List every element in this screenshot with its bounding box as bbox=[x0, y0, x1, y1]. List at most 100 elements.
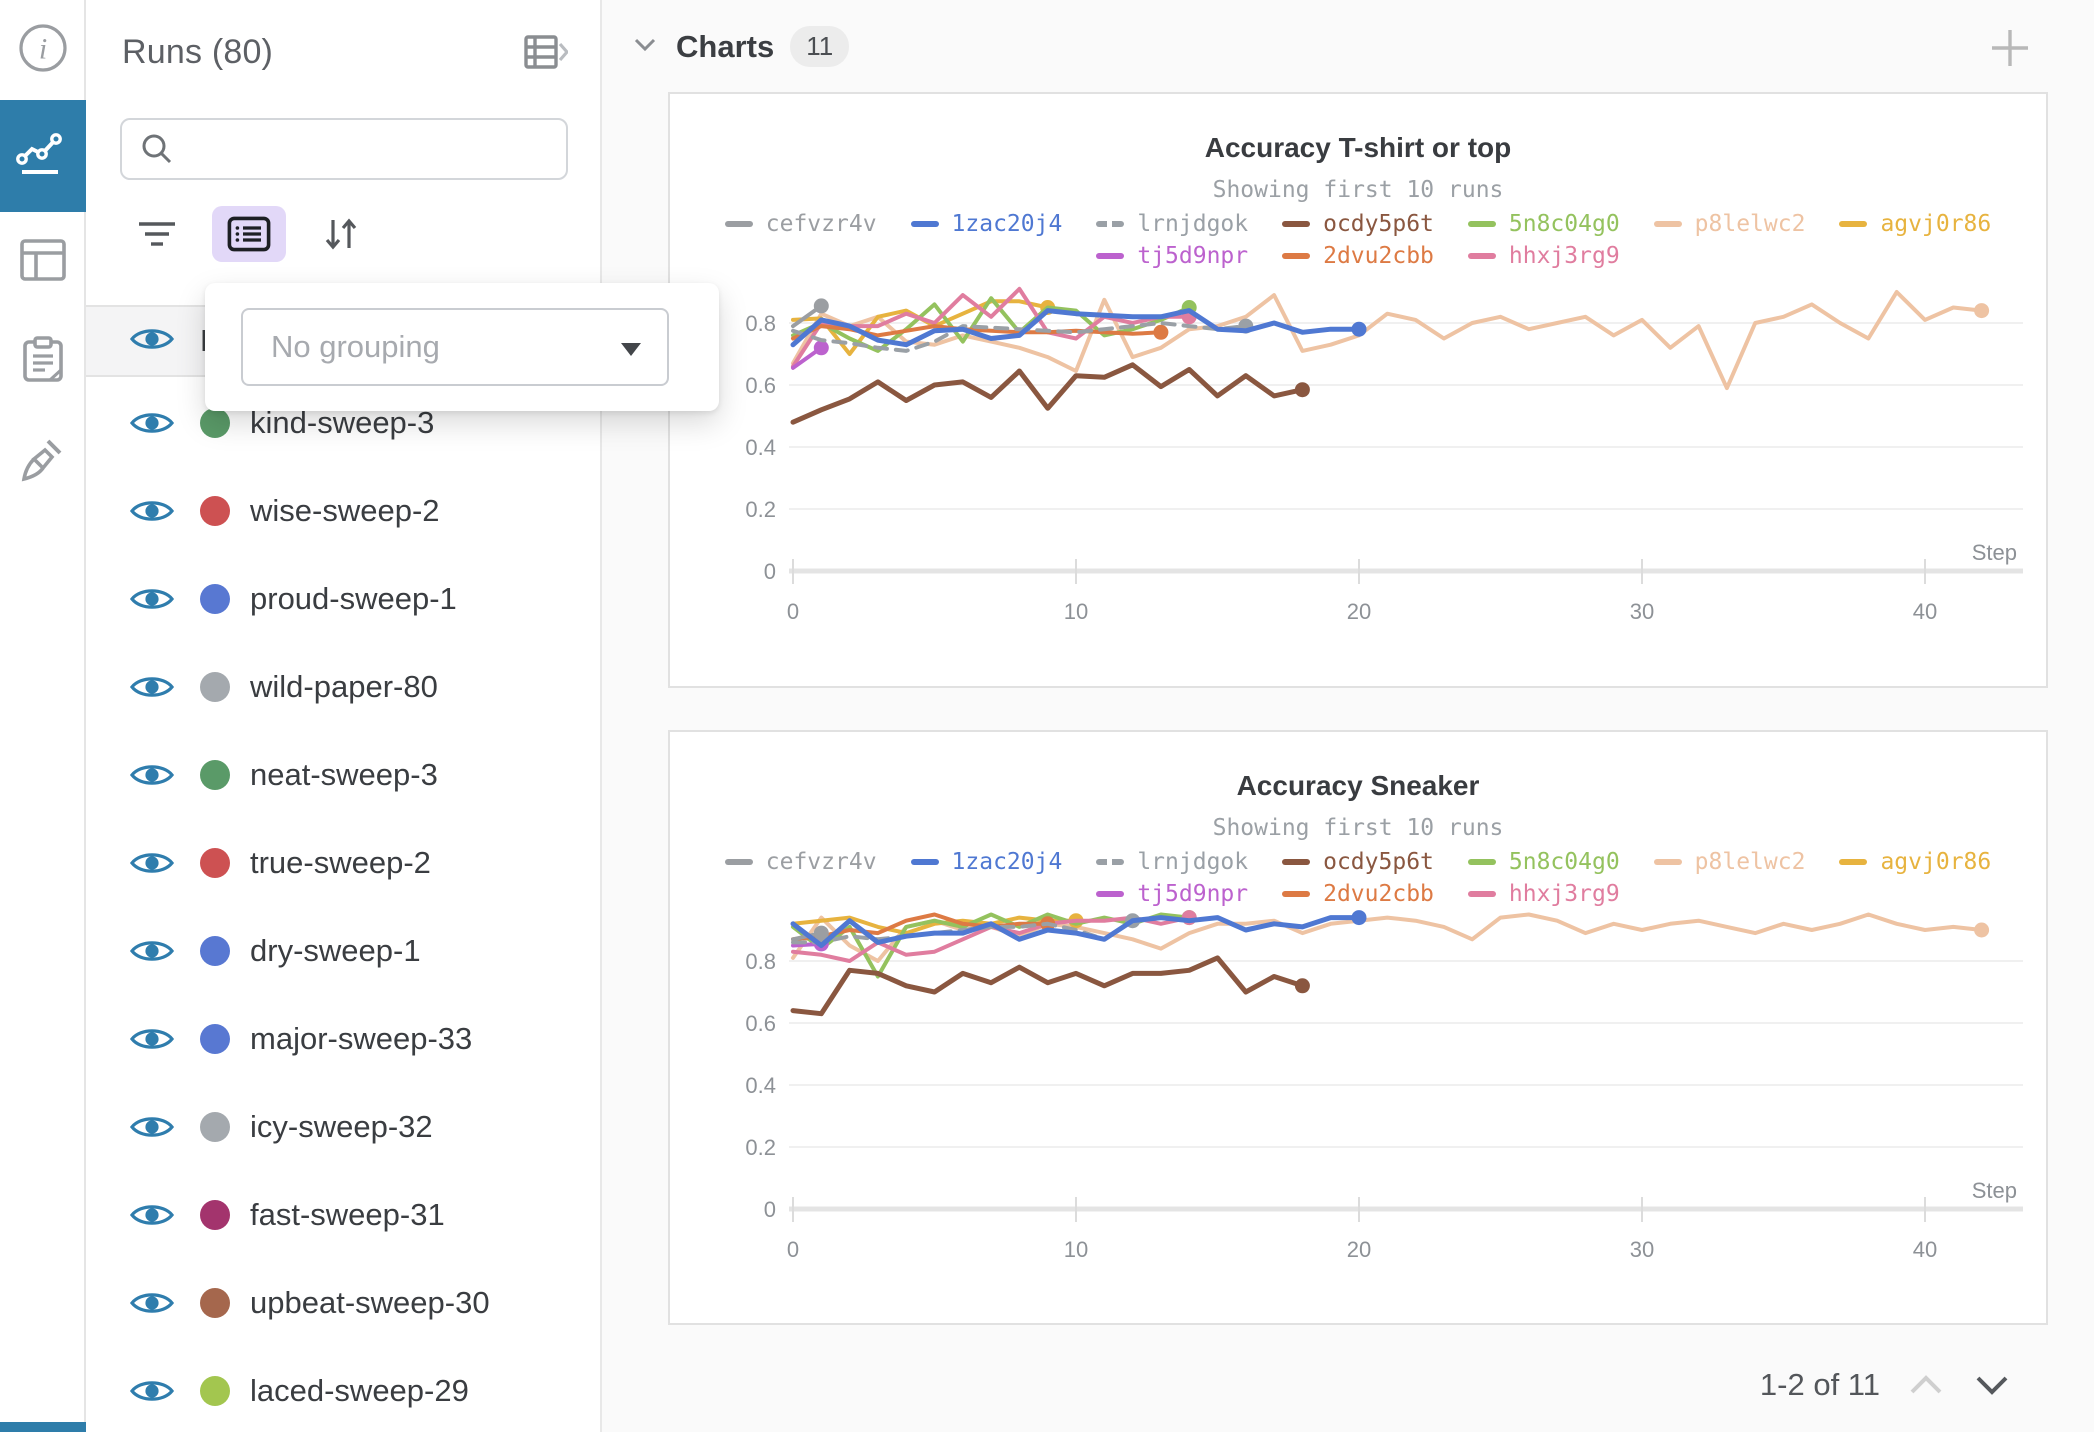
eye-icon[interactable] bbox=[128, 846, 176, 880]
run-row[interactable]: wild-paper-80 bbox=[86, 643, 600, 731]
runs-search-box bbox=[120, 118, 568, 180]
eye-icon[interactable] bbox=[128, 1110, 176, 1144]
eye-icon[interactable] bbox=[128, 1198, 176, 1232]
legend-swatch bbox=[1839, 221, 1868, 227]
legend-label: tj5d9npr bbox=[1137, 881, 1249, 907]
legend-item[interactable]: tj5d9npr bbox=[1096, 243, 1248, 269]
svg-text:20: 20 bbox=[1347, 1237, 1371, 1262]
charts-count-badge: 11 bbox=[790, 26, 850, 67]
legend-label: 1zac20j4 bbox=[951, 849, 1063, 875]
add-panel-button[interactable] bbox=[1984, 22, 2036, 79]
nav-workspace-button[interactable] bbox=[0, 100, 86, 212]
eye-icon[interactable] bbox=[128, 494, 176, 528]
chevron-down-icon bbox=[621, 343, 641, 356]
legend-swatch bbox=[1467, 221, 1496, 227]
chart-panel-accuracy-sneaker[interactable]: Accuracy Sneaker Showing first 10 runs c… bbox=[668, 730, 2048, 1325]
chart-panel-accuracy-tshirt[interactable]: Accuracy T-shirt or top Showing first 10… bbox=[668, 92, 2048, 688]
runs-panel: Runs (80) Name bbox=[86, 0, 602, 1432]
sort-button[interactable] bbox=[312, 206, 370, 262]
legend-label: lrnjdgok bbox=[1137, 849, 1249, 875]
nav-table-button[interactable] bbox=[0, 212, 86, 312]
legend-item[interactable]: ocdy5p6t bbox=[1282, 211, 1434, 237]
collapse-charts-chevron[interactable] bbox=[630, 29, 660, 64]
run-row[interactable]: major-sweep-33 bbox=[86, 995, 600, 1083]
run-row[interactable]: neat-sweep-3 bbox=[86, 731, 600, 819]
run-name: neat-sweep-3 bbox=[250, 757, 438, 792]
run-color-dot bbox=[200, 760, 230, 790]
svg-text:0.4: 0.4 bbox=[745, 435, 776, 460]
legend-label: cefvzr4v bbox=[765, 211, 877, 237]
group-button[interactable] bbox=[212, 206, 286, 262]
run-name: upbeat-sweep-30 bbox=[250, 1285, 490, 1320]
legend-swatch bbox=[1282, 891, 1311, 897]
legend-item[interactable]: cefvzr4v bbox=[724, 849, 877, 875]
grouping-select[interactable]: No grouping bbox=[241, 308, 669, 386]
filter-button[interactable] bbox=[128, 206, 186, 262]
legend-item[interactable]: hhxj3rg9 bbox=[1467, 243, 1620, 269]
run-row[interactable]: upbeat-sweep-30 bbox=[86, 1259, 600, 1347]
legend-item[interactable]: p8lelwc2 bbox=[1653, 849, 1805, 875]
legend-label: 1zac20j4 bbox=[951, 211, 1063, 237]
runs-panel-title: Runs (80) bbox=[122, 32, 274, 71]
legend-item[interactable]: 5n8c04g0 bbox=[1467, 211, 1620, 237]
run-row[interactable]: laced-sweep-29 bbox=[86, 1347, 600, 1432]
legend-swatch bbox=[1467, 253, 1496, 259]
legend-item[interactable]: cefvzr4v bbox=[724, 211, 877, 237]
run-row[interactable]: wise-sweep-2 bbox=[86, 467, 600, 555]
run-name: fast-sweep-31 bbox=[250, 1197, 445, 1232]
page-up-button[interactable] bbox=[1906, 1371, 1946, 1399]
legend-item[interactable]: 1zac20j4 bbox=[910, 211, 1063, 237]
eye-icon[interactable] bbox=[128, 670, 176, 704]
eye-icon[interactable] bbox=[128, 1022, 176, 1056]
legend-item[interactable]: p8lelwc2 bbox=[1653, 211, 1805, 237]
run-row[interactable]: icy-sweep-32 bbox=[86, 1083, 600, 1171]
legend-item[interactable]: 5n8c04g0 bbox=[1467, 849, 1620, 875]
expand-runs-table-button[interactable] bbox=[522, 30, 568, 74]
run-row[interactable]: true-sweep-2 bbox=[86, 819, 600, 907]
legend-item[interactable]: agvj0r86 bbox=[1839, 211, 1991, 237]
search-input[interactable] bbox=[188, 120, 566, 178]
legend-item[interactable]: agvj0r86 bbox=[1839, 849, 1991, 875]
charts-section-header: Charts 11 bbox=[630, 26, 850, 67]
filter-icon bbox=[139, 222, 175, 246]
legend-item[interactable]: lrnjdgok bbox=[1096, 211, 1248, 237]
eye-icon[interactable] bbox=[128, 1286, 176, 1320]
eye-icon[interactable] bbox=[128, 1374, 176, 1408]
legend-item[interactable]: hhxj3rg9 bbox=[1467, 881, 1620, 907]
svg-text:0.6: 0.6 bbox=[745, 1011, 776, 1036]
svg-text:40: 40 bbox=[1913, 599, 1937, 624]
legend-label: hhxj3rg9 bbox=[1508, 881, 1620, 907]
legend-item[interactable]: 1zac20j4 bbox=[910, 849, 1063, 875]
legend-item[interactable]: ocdy5p6t bbox=[1282, 849, 1434, 875]
run-row[interactable]: proud-sweep-1 bbox=[86, 555, 600, 643]
nav-sweeps-button[interactable] bbox=[0, 412, 86, 512]
legend-label: agvj0r86 bbox=[1880, 211, 1992, 237]
page-down-button[interactable] bbox=[1972, 1371, 2012, 1399]
eye-icon[interactable] bbox=[128, 758, 176, 792]
legend-item[interactable]: 2dvu2cbb bbox=[1282, 881, 1434, 907]
run-row[interactable]: fast-sweep-31 bbox=[86, 1171, 600, 1259]
legend-label: 5n8c04g0 bbox=[1508, 849, 1620, 875]
legend-item[interactable]: tj5d9npr bbox=[1096, 881, 1248, 907]
legend-label: ocdy5p6t bbox=[1323, 849, 1434, 875]
eye-icon[interactable] bbox=[128, 406, 176, 440]
legend-item[interactable]: lrnjdgok bbox=[1096, 849, 1248, 875]
nav-info-button[interactable]: i bbox=[0, 0, 86, 100]
grouping-popup: No grouping bbox=[205, 283, 719, 411]
eye-icon[interactable] bbox=[128, 582, 176, 616]
run-name: major-sweep-33 bbox=[250, 1021, 473, 1056]
svg-text:Step: Step bbox=[1972, 1178, 2017, 1203]
chart-legend: cefvzr4v 1zac20j4 lrnjdgok ocdy5p6t 5n8c04g0… bbox=[724, 849, 1991, 907]
run-color-dot bbox=[200, 1112, 230, 1142]
legend-swatch bbox=[1096, 221, 1125, 227]
nav-notes-button[interactable] bbox=[0, 312, 86, 412]
legend-swatch bbox=[1096, 253, 1125, 259]
run-color-dot bbox=[200, 936, 230, 966]
eye-icon[interactable] bbox=[128, 934, 176, 968]
run-color-dot bbox=[200, 1376, 230, 1406]
legend-label: 2dvu2cbb bbox=[1323, 881, 1434, 907]
run-row[interactable]: dry-sweep-1 bbox=[86, 907, 600, 995]
toggle-all-eye-icon[interactable] bbox=[128, 322, 176, 361]
legend-item[interactable]: 2dvu2cbb bbox=[1282, 243, 1434, 269]
legend-label: hhxj3rg9 bbox=[1508, 243, 1620, 269]
